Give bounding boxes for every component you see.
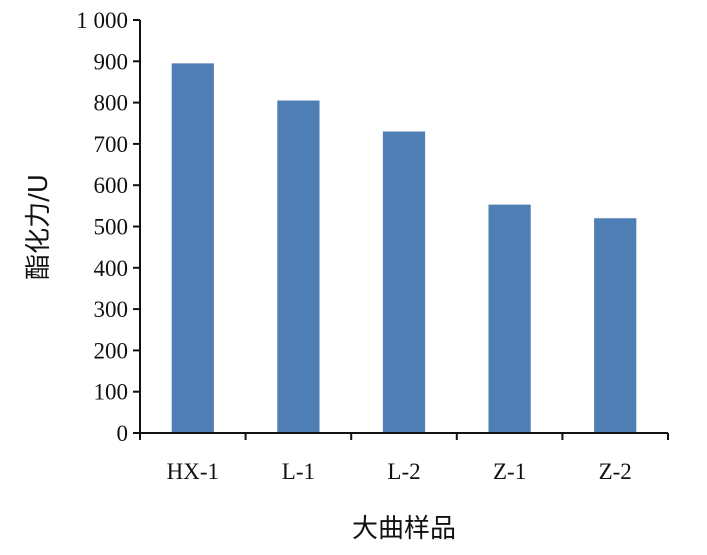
bar-L-2 — [382, 131, 426, 433]
y-axis: 0 100 200 300 400 500 600 700 800 900 1 000 — [76, 8, 141, 446]
y-tick-label: 500 — [94, 215, 129, 240]
x-axis: HX-1 L-1 L-2 Z-1 Z-2 — [139, 432, 669, 484]
y-axis-title: 酯化力/U — [24, 174, 54, 280]
bar-L-1 — [277, 100, 320, 433]
y-tick-label: 0 — [117, 421, 129, 446]
y-tick-label: 800 — [94, 91, 129, 116]
bars-group — [171, 63, 637, 434]
y-tick-label: 200 — [94, 338, 129, 363]
x-tick-label: HX-1 — [167, 459, 219, 484]
y-tick-label: 1 000 — [76, 8, 128, 33]
x-tick-label: L-1 — [282, 459, 315, 484]
x-axis-title: 大曲样品 — [352, 514, 456, 544]
y-tick-label: 300 — [94, 297, 129, 322]
bar-Z-2 — [594, 218, 637, 433]
x-tick-label: Z-2 — [599, 459, 632, 484]
bar-HX-1 — [171, 63, 214, 434]
bar-Z-1 — [488, 204, 531, 433]
y-tick-label: 900 — [94, 49, 129, 74]
x-tick-label: L-2 — [387, 459, 420, 484]
y-tick-label: 400 — [94, 256, 129, 281]
y-tick-label: 600 — [94, 173, 129, 198]
x-tick-label: Z-1 — [493, 459, 526, 484]
y-tick-label: 100 — [94, 380, 129, 405]
y-tick-label: 700 — [94, 132, 129, 157]
